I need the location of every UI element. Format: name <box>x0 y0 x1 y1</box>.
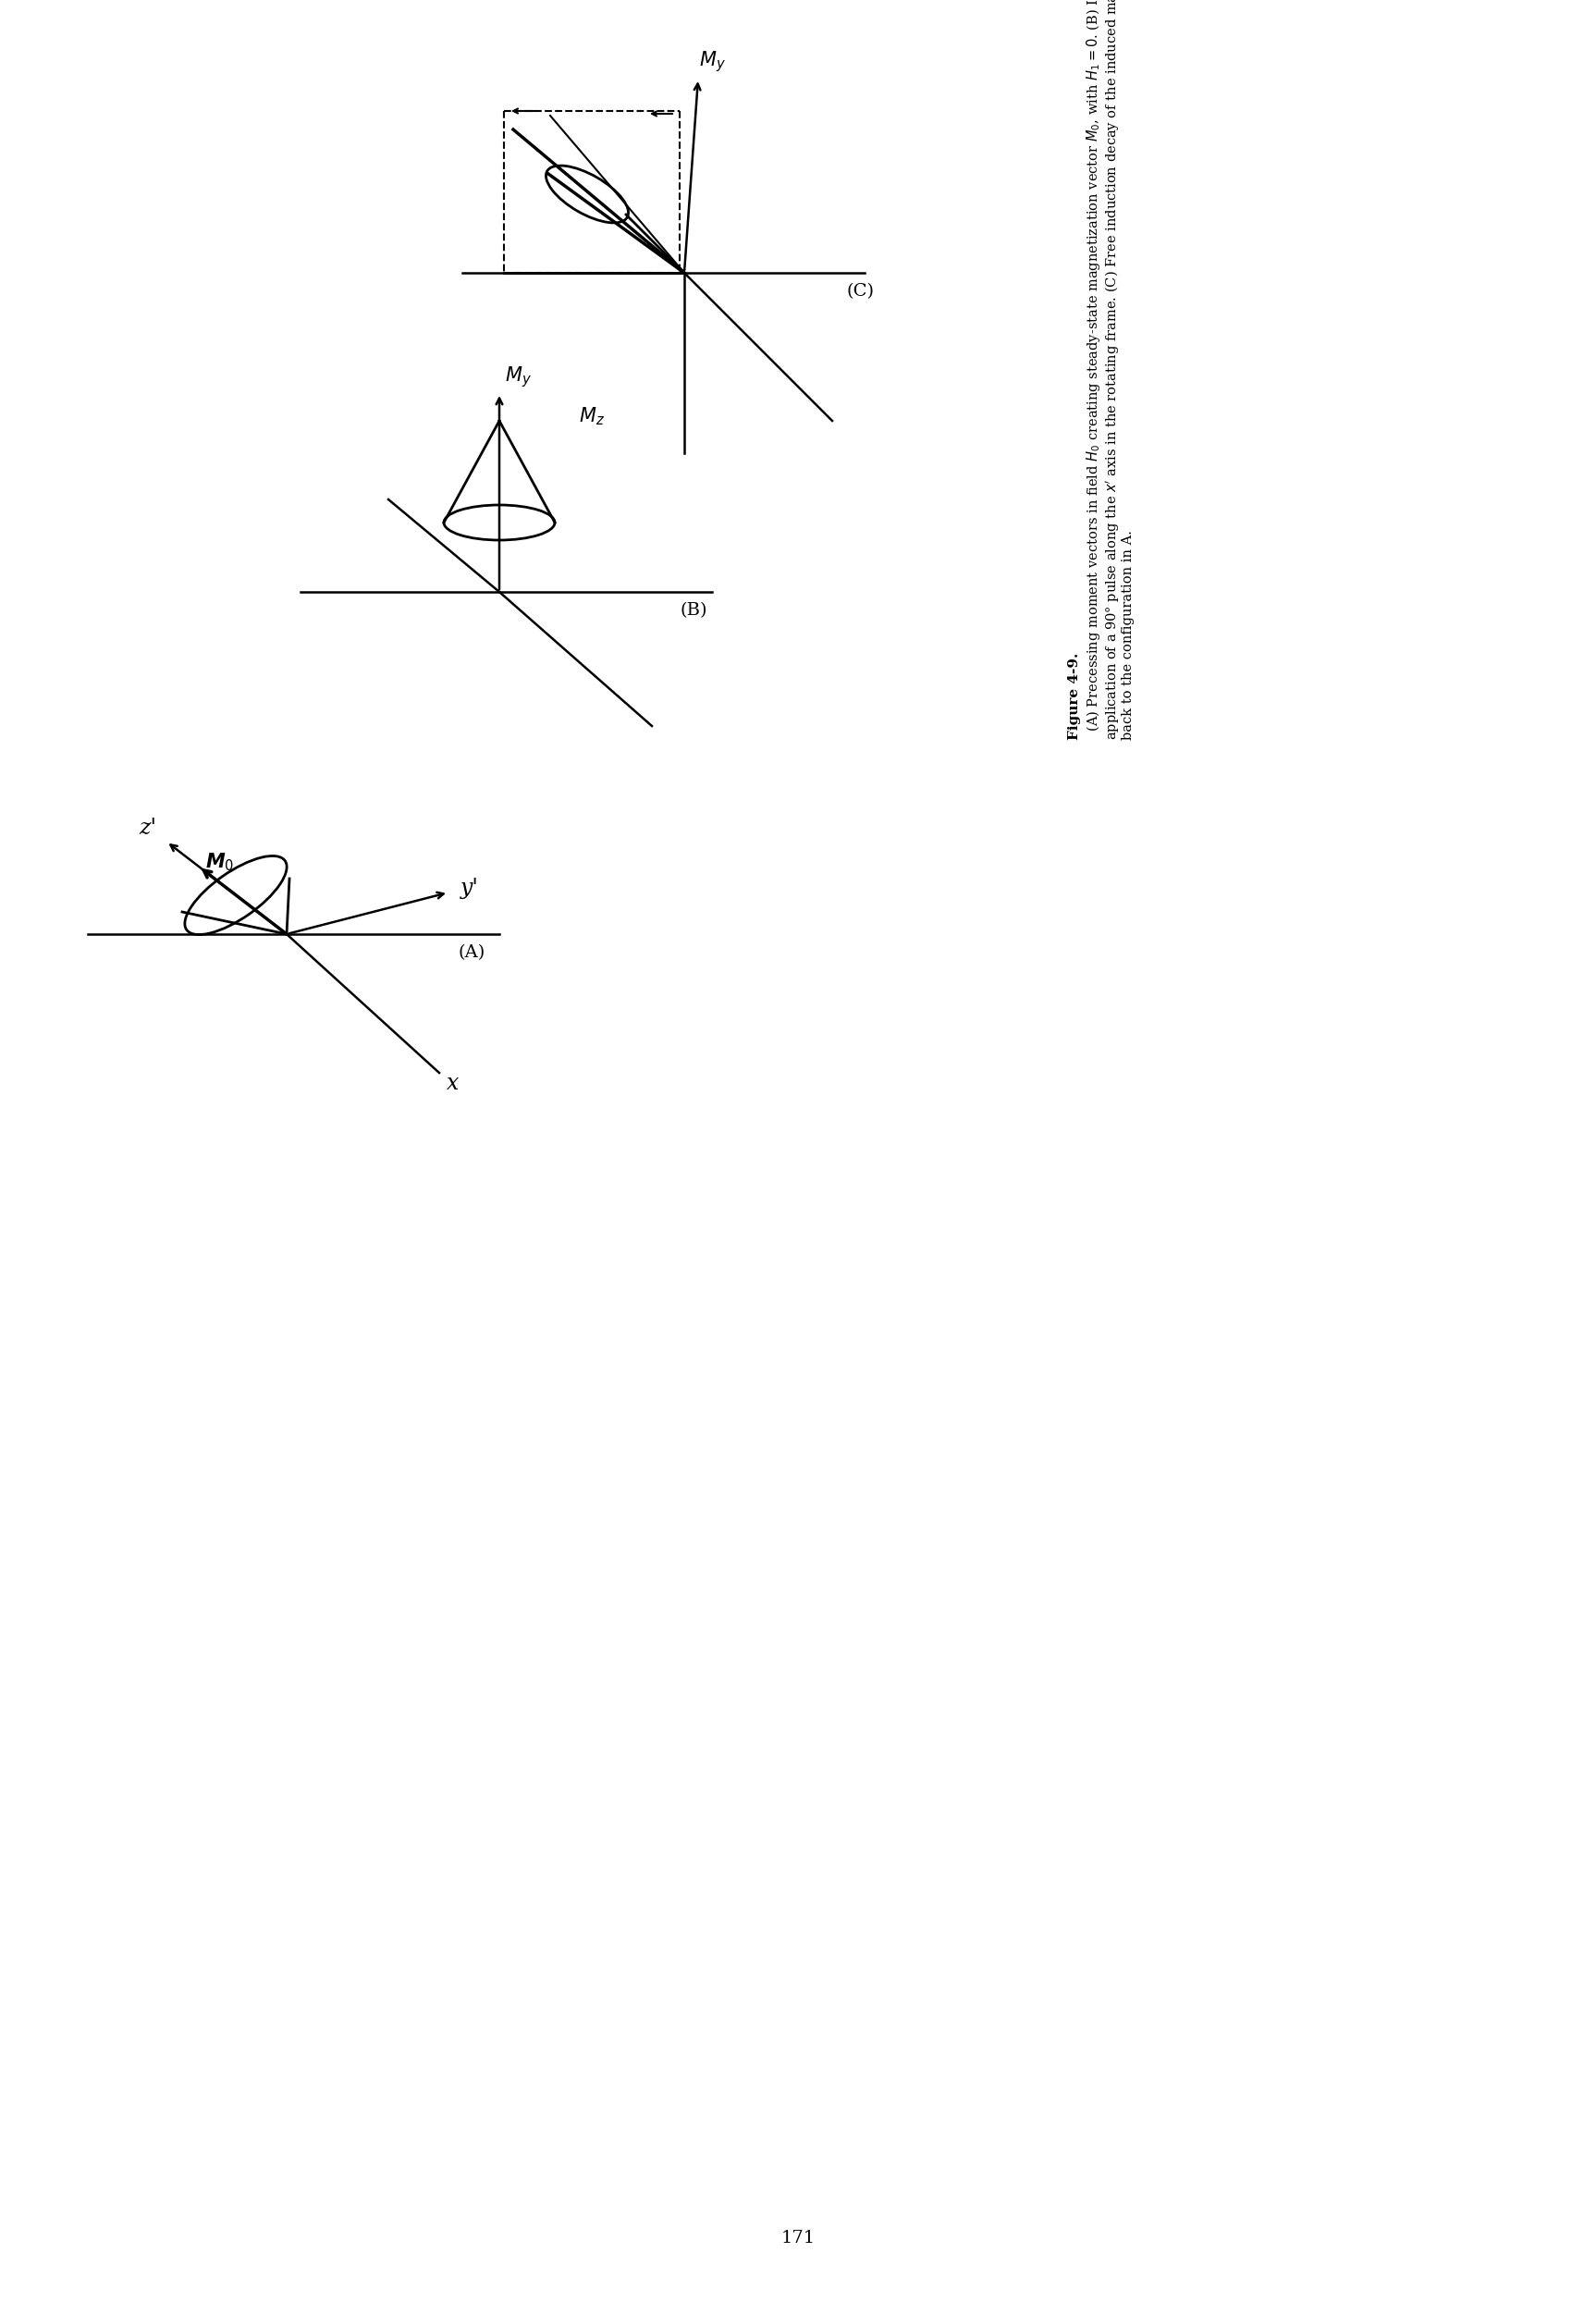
Text: (A): (A) <box>458 944 485 960</box>
Text: $\boldsymbol{M}_0$: $\boldsymbol{M}_0$ <box>206 852 235 872</box>
Text: back to the configuration in A.: back to the configuration in A. <box>1122 530 1135 740</box>
Text: 171: 171 <box>780 2231 816 2247</box>
Text: Figure 4-9.: Figure 4-9. <box>1068 653 1080 740</box>
Text: $M_y$: $M_y$ <box>699 49 725 74</box>
Text: (B): (B) <box>680 602 707 618</box>
Text: y': y' <box>461 877 479 898</box>
Text: x: x <box>447 1074 460 1095</box>
Text: $M_z$: $M_z$ <box>579 405 605 428</box>
Text: application of a 90° pulse along the $x'$ axis in the rotating frame. (C) Free i: application of a 90° pulse along the $x'… <box>1103 0 1122 740</box>
Text: (C): (C) <box>846 282 875 299</box>
Text: $M_y$: $M_y$ <box>504 366 531 389</box>
Text: z': z' <box>139 817 156 838</box>
Text: (A) Precessing moment vectors in field $H_0$ creating steady-state magnetization: (A) Precessing moment vectors in field $… <box>1085 0 1103 740</box>
